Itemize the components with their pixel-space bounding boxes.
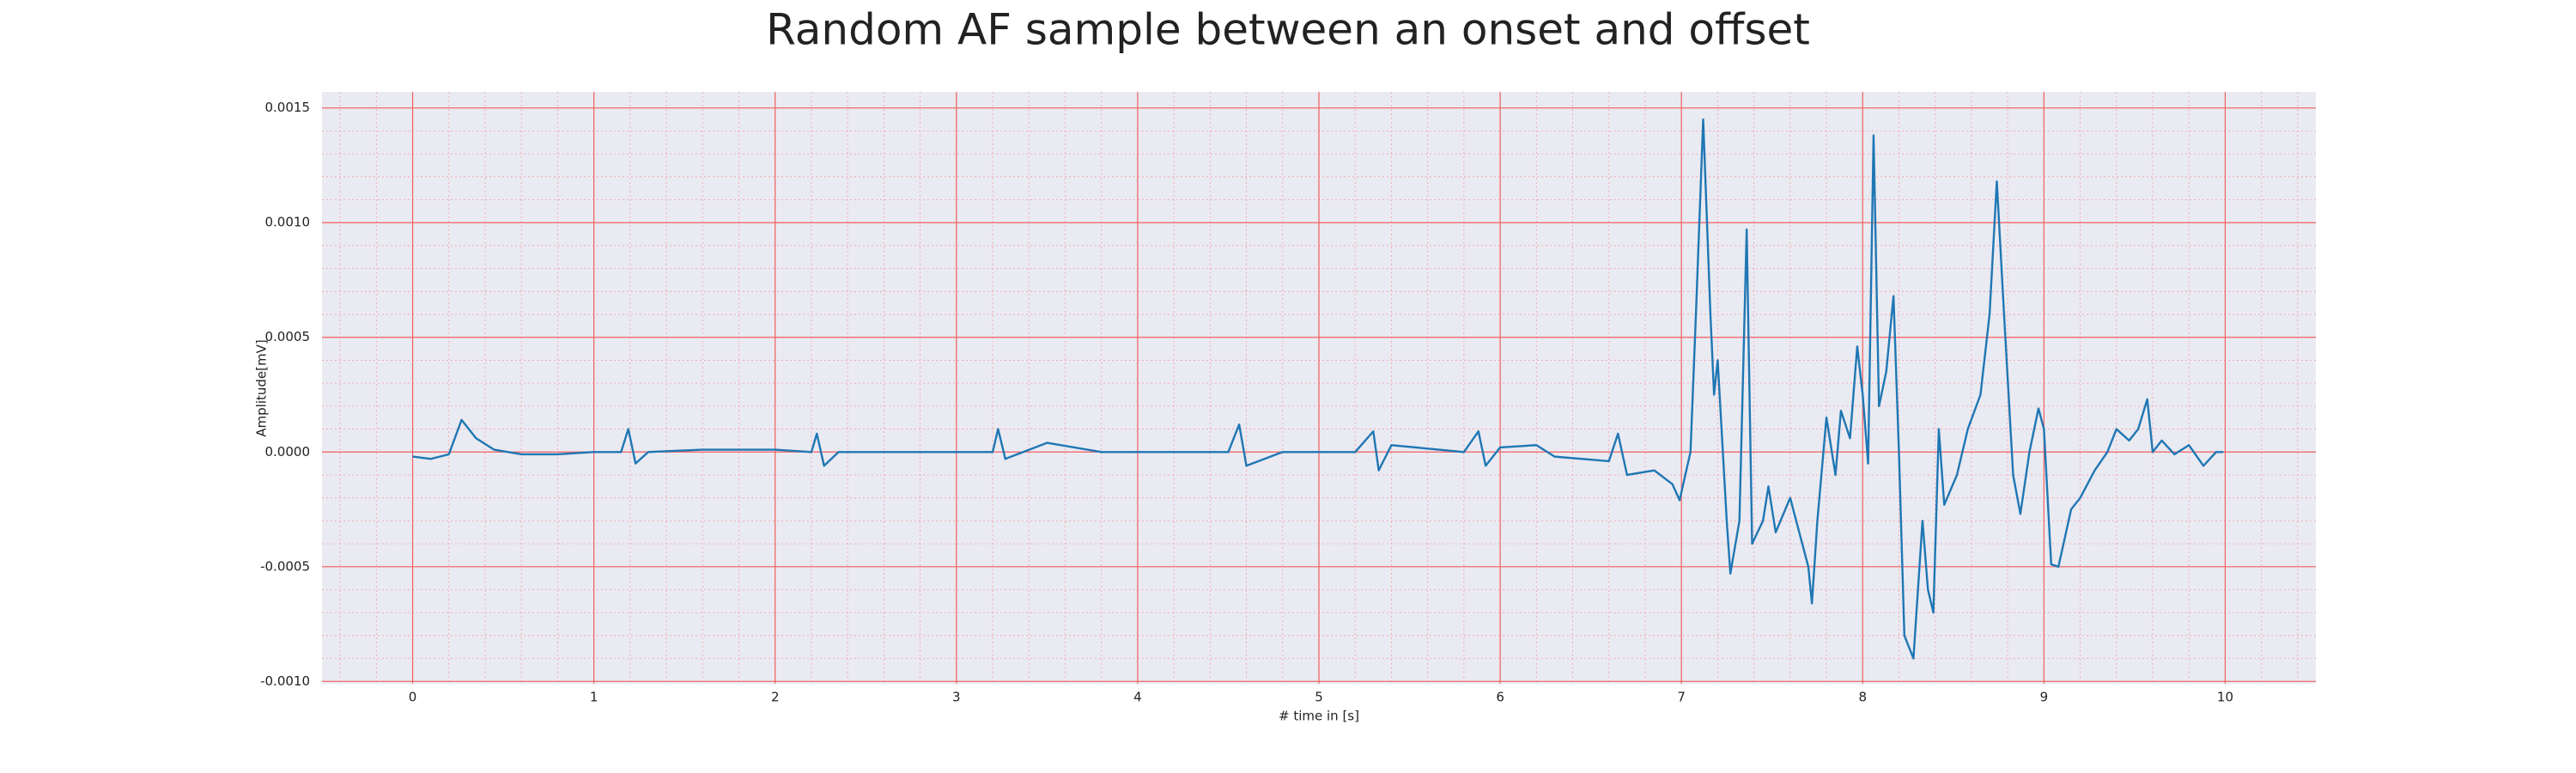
y-tick-label: 0.0015 [265, 100, 311, 115]
x-tick-label: 6 [1496, 690, 1504, 705]
y-tick-label: -0.0010 [260, 673, 310, 689]
x-tick-label: 7 [1677, 690, 1686, 705]
x-tick-label: 9 [2040, 690, 2049, 705]
x-tick-label: 2 [771, 690, 780, 705]
x-tick-label: 3 [952, 690, 961, 705]
x-tick-label: 10 [2217, 690, 2233, 705]
chart-title: Random AF sample between an onset and of… [766, 5, 1810, 55]
x-tick-label: 8 [1858, 690, 1867, 705]
x-tick-label: 0 [409, 690, 417, 705]
y-tick-label: 0.0005 [265, 329, 311, 344]
x-tick-label: 5 [1315, 690, 1323, 705]
x-tick-label: 4 [1133, 690, 1142, 705]
signal-line [412, 118, 2224, 660]
y-tick-label: -0.0005 [260, 558, 310, 574]
x-tick-label: 1 [590, 690, 598, 705]
y-axis-label: Amplitude[mV] [254, 339, 270, 436]
y-tick-label: 0.0010 [265, 215, 311, 230]
y-tick-label: 0.0000 [265, 444, 311, 460]
x-axis-label: # time in [s] [1279, 709, 1359, 724]
